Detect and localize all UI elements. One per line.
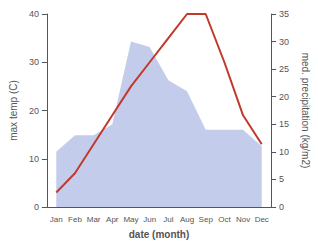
- svg-text:Oct: Oct: [218, 215, 231, 224]
- svg-text:25: 25: [279, 64, 289, 74]
- svg-text:date (month): date (month): [129, 229, 190, 240]
- svg-text:0: 0: [279, 202, 284, 212]
- svg-text:30: 30: [29, 57, 39, 67]
- svg-text:35: 35: [279, 9, 289, 19]
- svg-text:May: May: [123, 215, 138, 224]
- svg-text:Dec: Dec: [255, 215, 269, 224]
- svg-text:30: 30: [279, 37, 289, 47]
- svg-text:5: 5: [279, 174, 284, 184]
- svg-text:20: 20: [279, 92, 289, 102]
- svg-text:10: 10: [29, 154, 39, 164]
- svg-text:20: 20: [29, 106, 39, 116]
- svg-text:10: 10: [279, 147, 289, 157]
- svg-text:max temp (C): max temp (C): [8, 80, 19, 141]
- svg-text:15: 15: [279, 119, 289, 129]
- svg-text:Sep: Sep: [199, 215, 214, 224]
- svg-text:Aug: Aug: [180, 215, 194, 224]
- svg-text:Mar: Mar: [87, 215, 101, 224]
- svg-text:Feb: Feb: [68, 215, 82, 224]
- svg-text:Apr: Apr: [106, 215, 119, 224]
- svg-text:Jun: Jun: [143, 215, 156, 224]
- svg-text:40: 40: [29, 9, 39, 19]
- svg-text:0: 0: [34, 202, 39, 212]
- svg-text:med. precipitation (kg/m2): med. precipitation (kg/m2): [300, 53, 311, 169]
- svg-text:Nov: Nov: [236, 215, 250, 224]
- svg-text:Jan: Jan: [50, 215, 63, 224]
- svg-text:Jul: Jul: [163, 215, 173, 224]
